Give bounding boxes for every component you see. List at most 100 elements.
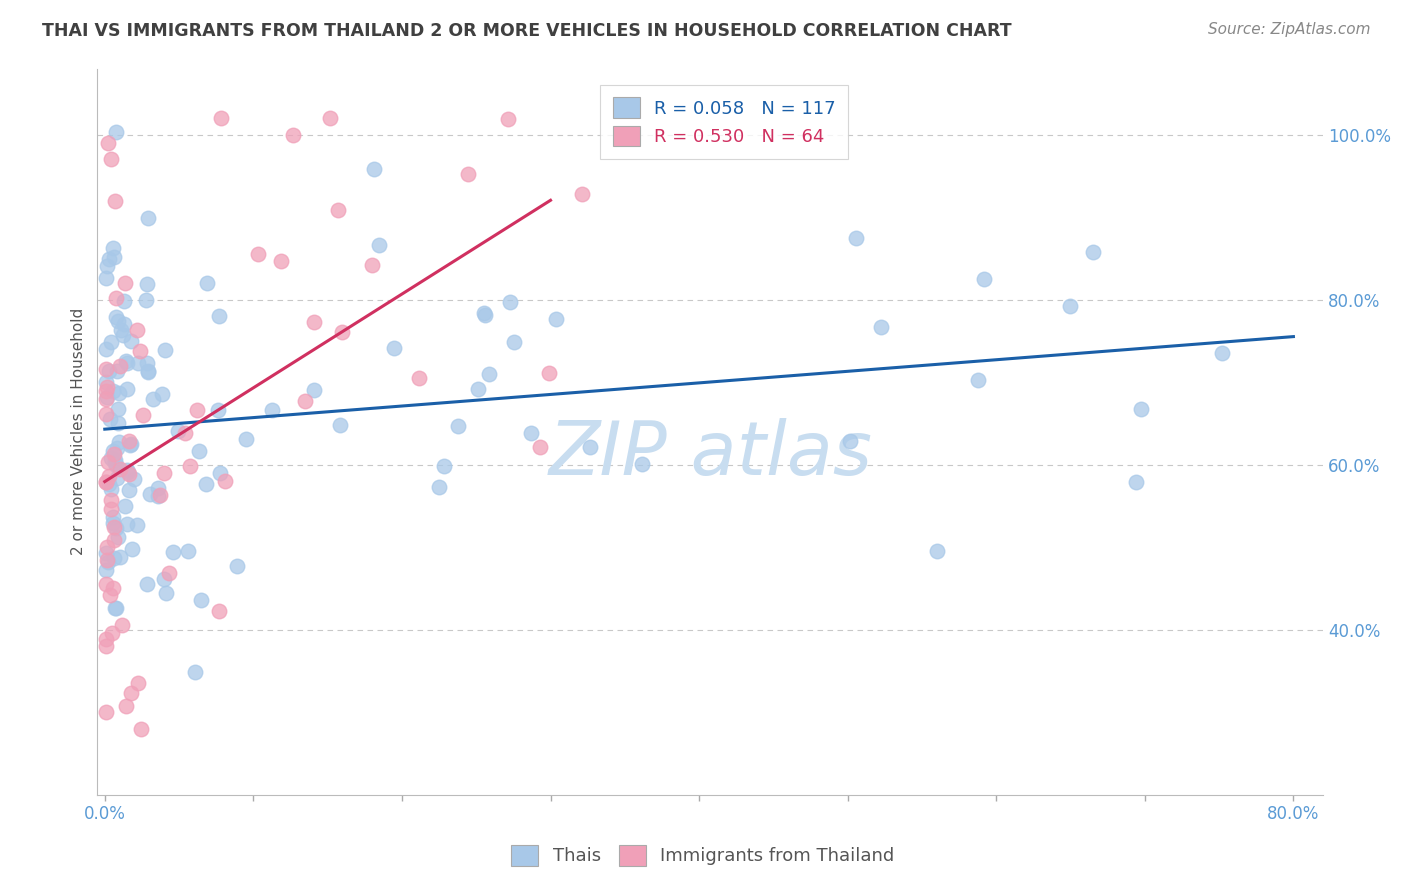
Point bbox=[329, 417, 352, 432]
Point bbox=[302, 315, 325, 329]
Point bbox=[149, 487, 172, 501]
Point bbox=[110, 462, 132, 476]
Point bbox=[136, 577, 159, 591]
Point bbox=[162, 545, 184, 559]
Point bbox=[103, 551, 125, 566]
Point bbox=[104, 291, 127, 305]
Point bbox=[157, 566, 180, 580]
Point bbox=[96, 563, 118, 577]
Point bbox=[135, 293, 157, 308]
Point bbox=[330, 325, 353, 339]
Point bbox=[107, 416, 129, 430]
Point bbox=[214, 474, 236, 488]
Point bbox=[195, 476, 218, 491]
Point bbox=[845, 231, 868, 245]
Point bbox=[571, 187, 593, 202]
Legend: Thais, Immigrants from Thailand: Thais, Immigrants from Thailand bbox=[499, 832, 907, 879]
Y-axis label: 2 or more Vehicles in Household: 2 or more Vehicles in Household bbox=[72, 308, 86, 556]
Point bbox=[148, 481, 170, 495]
Text: Source: ZipAtlas.com: Source: ZipAtlas.com bbox=[1208, 22, 1371, 37]
Text: THAI VS IMMIGRANTS FROM THAILAND 2 OR MORE VEHICLES IN HOUSEHOLD CORRELATION CHA: THAI VS IMMIGRANTS FROM THAILAND 2 OR MO… bbox=[42, 22, 1012, 40]
Point bbox=[96, 384, 118, 399]
Point bbox=[302, 383, 325, 397]
Point bbox=[496, 112, 519, 126]
Point bbox=[101, 384, 124, 399]
Point bbox=[1125, 475, 1147, 490]
Point bbox=[110, 323, 132, 337]
Point bbox=[433, 458, 456, 473]
Point bbox=[179, 458, 201, 473]
Point bbox=[125, 323, 148, 337]
Point bbox=[108, 550, 131, 565]
Point bbox=[115, 354, 138, 368]
Point bbox=[579, 440, 602, 454]
Point bbox=[361, 259, 384, 273]
Point bbox=[120, 437, 142, 451]
Point bbox=[177, 543, 200, 558]
Point bbox=[111, 327, 134, 342]
Point bbox=[127, 356, 149, 370]
Point bbox=[105, 601, 128, 615]
Point bbox=[208, 604, 231, 618]
Point bbox=[96, 407, 118, 421]
Point bbox=[1059, 300, 1081, 314]
Point bbox=[104, 125, 127, 139]
Point bbox=[105, 364, 128, 378]
Point bbox=[105, 441, 128, 455]
Point bbox=[97, 136, 120, 150]
Point bbox=[112, 294, 135, 309]
Point bbox=[472, 305, 495, 319]
Point bbox=[108, 359, 131, 373]
Point bbox=[207, 403, 229, 417]
Point bbox=[136, 364, 159, 378]
Point bbox=[141, 392, 163, 406]
Point bbox=[153, 343, 176, 357]
Point bbox=[1081, 244, 1104, 259]
Point bbox=[103, 444, 125, 458]
Point bbox=[127, 675, 149, 690]
Point bbox=[96, 259, 118, 273]
Text: ZIP atlas: ZIP atlas bbox=[548, 417, 872, 490]
Point bbox=[967, 373, 990, 387]
Point bbox=[135, 356, 157, 370]
Point bbox=[148, 489, 170, 503]
Point bbox=[121, 541, 143, 556]
Point bbox=[98, 469, 121, 483]
Point bbox=[270, 254, 292, 268]
Point bbox=[869, 319, 891, 334]
Point bbox=[544, 311, 567, 326]
Point bbox=[97, 252, 120, 266]
Legend: R = 0.058   N = 117, R = 0.530   N = 64: R = 0.058 N = 117, R = 0.530 N = 64 bbox=[600, 85, 848, 159]
Point bbox=[100, 450, 122, 465]
Point bbox=[474, 309, 496, 323]
Point bbox=[96, 577, 118, 591]
Point bbox=[478, 367, 501, 381]
Point bbox=[186, 403, 208, 417]
Point bbox=[155, 586, 177, 600]
Point bbox=[96, 475, 118, 489]
Point bbox=[120, 686, 142, 700]
Point bbox=[135, 277, 157, 292]
Point bbox=[167, 425, 190, 439]
Point bbox=[117, 382, 139, 396]
Point bbox=[925, 544, 948, 558]
Point bbox=[1211, 346, 1233, 360]
Point bbox=[111, 618, 134, 632]
Point bbox=[118, 434, 141, 448]
Point bbox=[973, 272, 995, 286]
Point bbox=[100, 482, 122, 496]
Point bbox=[104, 453, 127, 467]
Point bbox=[499, 294, 522, 309]
Point bbox=[208, 309, 231, 323]
Point bbox=[174, 426, 197, 441]
Point bbox=[100, 502, 122, 516]
Point bbox=[105, 310, 128, 324]
Point bbox=[1130, 401, 1153, 416]
Point bbox=[209, 111, 232, 125]
Point bbox=[104, 521, 127, 535]
Point bbox=[326, 202, 349, 217]
Point bbox=[96, 362, 118, 376]
Point bbox=[427, 480, 450, 494]
Point bbox=[101, 516, 124, 531]
Point bbox=[631, 457, 654, 471]
